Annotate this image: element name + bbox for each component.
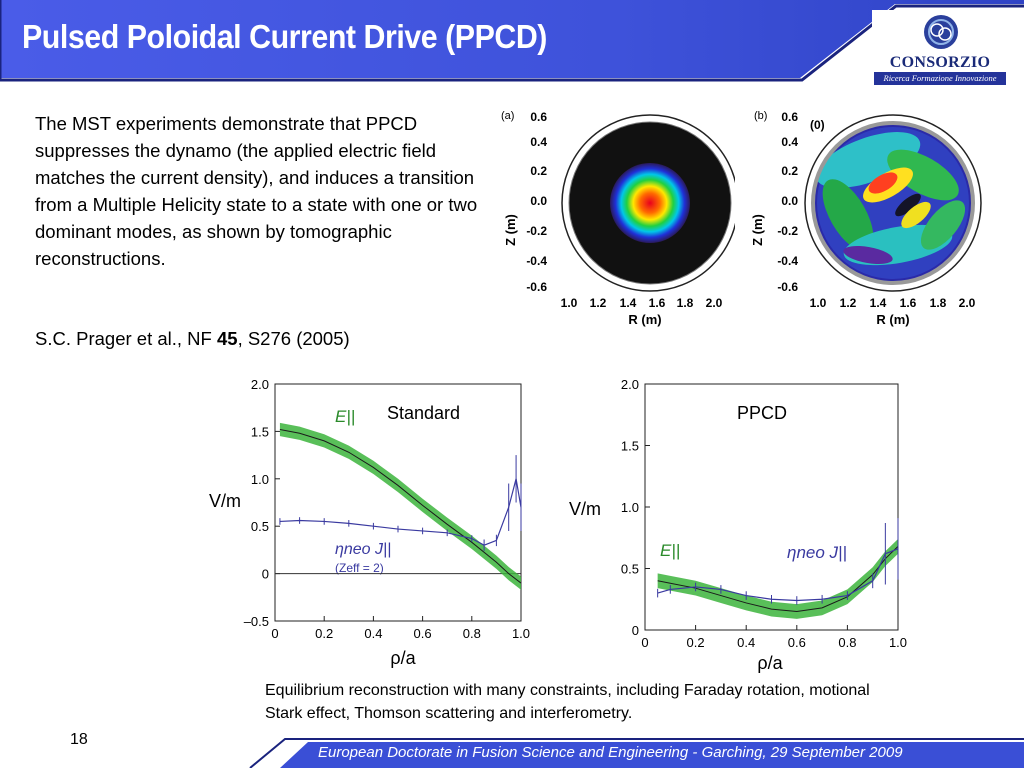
r-tick: 2.0 [959, 296, 976, 310]
r-tick: 1.4 [620, 296, 637, 310]
eta-j-line [279, 478, 522, 546]
x-tick-label: 1.0 [889, 635, 907, 650]
x-tick-label: 0.6 [414, 626, 432, 641]
tomography-panel-a: (a) Z (m) 0.6 0.4 0.2 0.0 -0.2 -0.4 -0.6… [501, 110, 735, 327]
chart-title: PPCD [737, 403, 787, 423]
citation: S.C. Prager et al., NF 45, S276 (2005) [35, 328, 350, 350]
panel-b-sublabel: (0) [810, 118, 825, 132]
e-parallel-line [279, 429, 522, 584]
x-tick-label: 0.2 [315, 626, 333, 641]
x-tick-label: 0.8 [463, 626, 481, 641]
figure-caption: Equilibrium reconstruction with many con… [265, 682, 870, 722]
e-parallel-label: E|| [660, 541, 680, 560]
z-tick: 0.2 [781, 164, 798, 178]
y-tick-label: –0.5 [244, 614, 269, 629]
r-tick: 2.0 [706, 296, 723, 310]
z-tick: -0.4 [526, 254, 547, 268]
z-tick: 0.0 [781, 194, 798, 208]
x-tick-label: 0.2 [687, 635, 705, 650]
citation-suffix: , S276 (2005) [237, 328, 350, 349]
z-tick: 0.6 [781, 110, 798, 124]
panel-a-label: (a) [501, 110, 514, 122]
y-tick-label: 1.5 [251, 424, 269, 439]
r-tick: 1.2 [840, 296, 857, 310]
eta-j-line [657, 548, 899, 602]
r-tick: 1.6 [900, 296, 917, 310]
y-tick-label: 1.0 [621, 500, 639, 515]
emissivity-map [813, 123, 973, 283]
y-tick-label: 0 [262, 567, 269, 582]
panel-b-ylabel: Z (m) [750, 214, 765, 246]
y-tick-label: 1.5 [621, 439, 639, 454]
footer-text: European Doctorate in Fusion Science and… [318, 744, 903, 761]
slide-title: Pulsed Poloidal Current Drive (PPCD) [22, 18, 547, 55]
z-tick: -0.6 [777, 280, 798, 294]
page-number: 18 [70, 731, 88, 748]
panel-a-ylabel: Z (m) [503, 214, 518, 246]
consorzio-rfx-logo: CONSORZIO RFX Ricerca Formazione Innovaz… [872, 10, 1008, 89]
z-tick: 0.0 [530, 194, 547, 208]
z-tick: 0.6 [530, 110, 547, 124]
footer-bar [249, 738, 1024, 768]
consorzio-rfx-logo-icon [924, 15, 958, 49]
y-axis-label: V/m [569, 499, 601, 519]
panel-b-xlabel: R (m) [876, 312, 909, 327]
r-tick: 1.0 [810, 296, 827, 310]
z-tick: -0.2 [777, 224, 798, 238]
y-tick-label: 0.5 [251, 519, 269, 534]
panel-b-label: (b) [754, 110, 767, 122]
r-tick: 1.8 [677, 296, 694, 310]
e-parallel-band [279, 422, 521, 590]
r-tick: 1.4 [870, 296, 887, 310]
r-tick: 1.6 [649, 296, 666, 310]
eta-j-label: ηneo J|| [335, 541, 391, 558]
z-tick: 0.4 [781, 135, 798, 149]
x-tick-label: 0.4 [737, 635, 755, 650]
y-axis-label: V/m [209, 491, 241, 511]
y-tick-label: 2.0 [621, 377, 639, 392]
z-tick: -0.6 [526, 280, 547, 294]
x-tick-label: 1.0 [512, 626, 530, 641]
citation-volume: 45 [216, 328, 238, 349]
y-tick-label: 2.0 [251, 377, 269, 392]
z-tick: 0.4 [530, 135, 547, 149]
x-axis-label: ρ/a [390, 648, 416, 668]
chart-title: Standard [387, 403, 460, 423]
x-tick-label: 0 [641, 635, 648, 650]
x-tick-label: 0.8 [838, 635, 856, 650]
z-tick: -0.4 [777, 254, 798, 268]
logo-tagline: Ricerca Formazione Innovazione [874, 72, 1006, 85]
y-tick-label: 0 [632, 623, 639, 638]
x-tick-label: 0 [271, 626, 278, 641]
header-bar [0, 0, 1024, 82]
z-tick: -0.2 [526, 224, 547, 238]
chart-ppcd: V/m ρ/a PPCD E|| ηneo J|| 2.01.51.00.500… [569, 377, 907, 673]
z-tick: 0.2 [530, 164, 547, 178]
emissivity-spot [610, 163, 690, 243]
chart-standard: V/m ρ/a Standard E|| ηneo J|| (Zeff = 2)… [209, 377, 530, 668]
e-parallel-label: E|| [335, 407, 355, 426]
tomography-panel-b: (b) Z (m) 0.6 0.4 0.2 0.0 -0.2 -0.4 -0.6… [750, 110, 982, 327]
x-axis-label: ρ/a [757, 653, 783, 673]
x-tick-label: 0.4 [364, 626, 382, 641]
y-tick-label: 0.5 [621, 562, 639, 577]
zeff-annotation: (Zeff = 2) [335, 561, 384, 575]
body-paragraph: The MST experiments demonstrate that PPC… [35, 113, 478, 269]
r-tick: 1.2 [590, 296, 607, 310]
panel-a-xlabel: R (m) [628, 312, 661, 327]
y-tick-label: 1.0 [251, 472, 269, 487]
r-tick: 1.8 [930, 296, 947, 310]
r-tick: 1.0 [561, 296, 578, 310]
x-tick-label: 0.6 [788, 635, 806, 650]
eta-j-label: ηneo J|| [787, 543, 847, 562]
e-parallel-band [657, 538, 898, 619]
citation-prefix: S.C. Prager et al., NF [35, 328, 217, 349]
